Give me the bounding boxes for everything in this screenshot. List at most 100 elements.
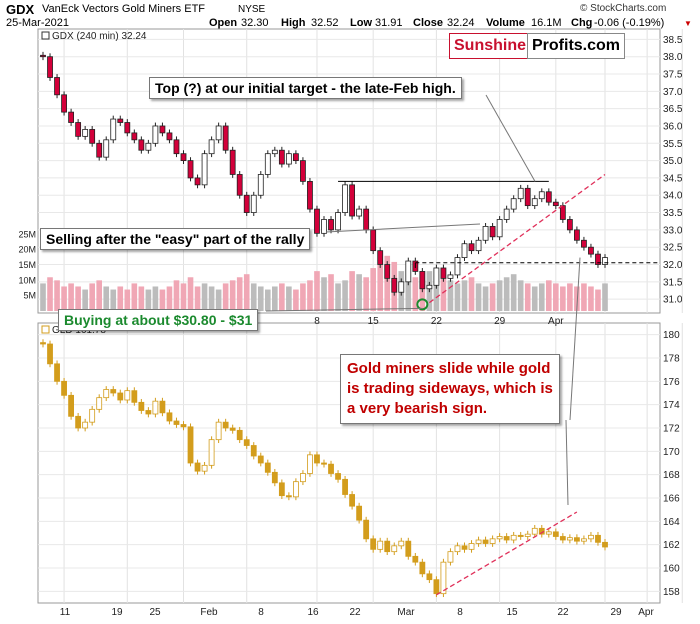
gld-y-tick-label: 162 [663,540,680,551]
volume-bar [300,283,306,311]
volume-tick-label: 10M [18,275,36,285]
gdx-candle [145,142,152,151]
gdx-candle [440,267,447,279]
gdx-candle [405,260,412,283]
gld-y-tick-label: 160 [663,564,680,575]
gld-x-tick-label: 16 [307,607,319,618]
gld-candle [475,539,482,544]
gdx-candle [117,118,124,123]
gld-candle [363,519,370,540]
gld-candle [75,415,82,429]
volume-bar [243,274,250,311]
gld-candle [271,471,278,484]
volume-bar [152,286,159,311]
gld-candle [54,363,60,382]
volume-bar [553,283,559,311]
annotation-buying: Buying at about $30.80 - $31 [58,309,259,331]
gdx-candle [356,208,363,217]
gdx-candle [482,226,489,241]
gld-candle [405,540,412,557]
gld-candle [482,539,489,544]
gld-candle [489,538,496,544]
volume-bar [82,289,88,311]
gld-candle [292,481,299,498]
gdx-candle [328,219,334,231]
gdx-candle [152,125,159,144]
gdx-candle [588,246,594,255]
gld-x-tick-label: 15 [506,607,518,618]
gld-legend-icon [41,325,50,334]
gld-x-tick-label: 19 [111,607,123,618]
volume-bar [356,274,362,311]
volume-bar [496,280,503,311]
volume-bar [208,286,215,311]
selling-callout-pointer [325,223,481,233]
gld-candle [595,534,601,543]
gld-candle [412,555,419,563]
gld-candle [215,421,222,441]
volume-bar [419,280,426,311]
gld-candle [187,426,194,464]
volume-bar [503,277,510,311]
gdx-y-tick-label: 34.0 [663,191,683,202]
volume-bar [159,289,166,311]
gdx-candle [524,187,531,207]
gdx-candle [391,277,398,293]
quote-date: 25-Mar-2021 [6,17,69,29]
volume-bar [524,283,531,311]
volume-bar [588,286,594,311]
gld-candle [40,342,46,345]
volume-bar [236,277,243,311]
down-arrow-icon: ▼ [684,19,692,28]
gld-candle [145,410,152,415]
gdx-candle [131,132,138,141]
gdx-candle [454,257,461,276]
gdx-x-tick-label: 22 [431,316,443,327]
gld-candle [370,538,377,550]
gdx-candle [61,94,67,113]
gld-candle [285,495,292,498]
volume-tick-label: 5M [23,291,36,301]
volume-label: Volume [486,17,525,29]
gld-candle [588,534,594,540]
gld-candle [194,462,201,472]
annotation-top: Top (?) at our initial target - the late… [149,77,462,99]
gld-candle [496,536,503,540]
gld-candle [61,380,67,396]
gdx-candle [468,243,475,252]
gld-candle [103,389,110,399]
gdx-y-tick-label: 33.5 [663,208,683,219]
open-label: Open [209,17,238,29]
gdx-candle [103,139,110,158]
volume-bar [201,283,208,311]
gld-candle [47,343,53,365]
chg-label: Chg [571,17,593,29]
gdx-candle [159,125,166,134]
gld-y-tick-label: 164 [663,517,680,528]
gld-y-tick-label: 168 [663,470,680,481]
chart-header: GDX VanEck Vectors Gold Miners ETF NYSE … [0,0,700,30]
gld-candle [538,527,545,535]
volume-bar [286,286,292,311]
gld-x-tick-label: Mar [397,607,415,618]
gld-candle [602,541,608,548]
gdx-candle [187,160,194,179]
gld-x-tick-label: 25 [149,607,161,618]
gld-candle [236,429,243,441]
volume-bar [47,277,53,311]
gdx-candle [433,267,440,286]
gdx-x-tick-label: 8 [314,316,320,327]
volume-bar [377,265,384,311]
gdx-candle [531,198,538,207]
gdx-candle [595,253,601,265]
gld-y-tick-label: 174 [663,400,680,411]
volume-tick-label: 25M [18,229,36,239]
gdx-candle [447,274,454,279]
gdx-y-tick-label: 35.0 [663,156,683,167]
volume-value: 16.1M [531,17,562,29]
gdx-candle [335,212,341,231]
gld-candle [250,445,257,457]
volume-bar [257,286,264,311]
volume-bar [454,283,461,311]
gdx-candle [517,187,524,200]
